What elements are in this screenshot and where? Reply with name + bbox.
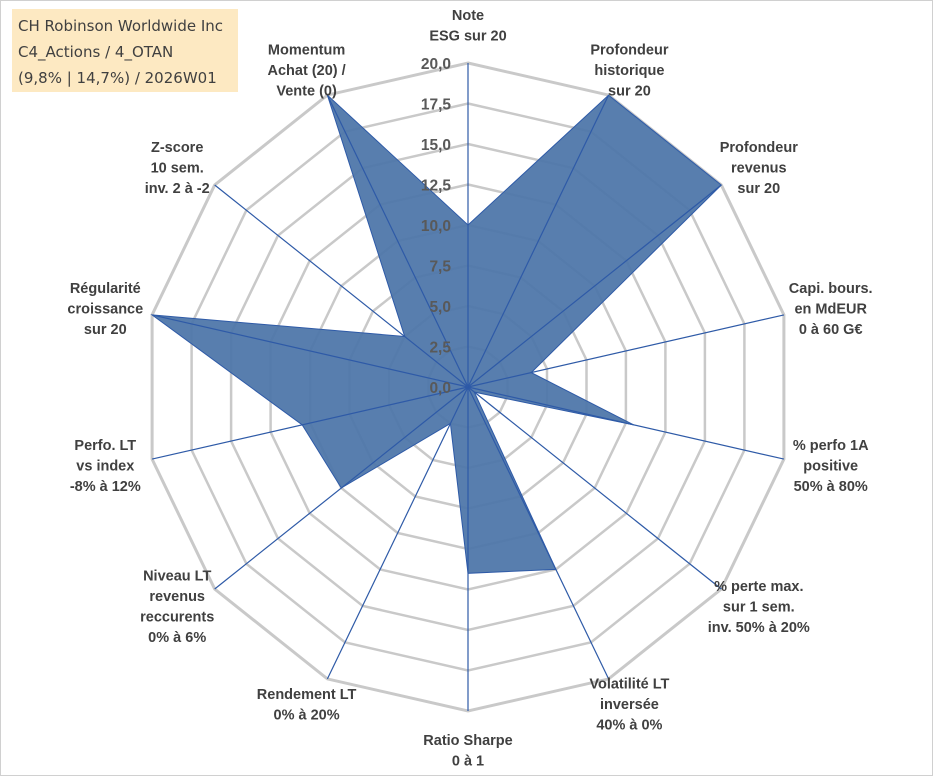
portfolio-path: C4_Actions / 4_OTAN: [18, 39, 238, 65]
company-name: CH Robinson Worldwide Inc: [18, 13, 238, 39]
axis-label-line: reccurents: [140, 610, 214, 626]
axis-label-line: revenus: [149, 589, 205, 605]
axis-label-line: Z-score: [151, 140, 203, 156]
axis-label-line: Note: [452, 8, 484, 24]
axis-label-line: 50% à 80%: [794, 479, 868, 495]
tick-label: 7,5: [429, 259, 451, 276]
axis-label-line: Vente (0): [276, 83, 337, 99]
axis-label-line: inversée: [600, 697, 659, 713]
axis-label-line: positive: [803, 458, 858, 474]
axis-label-line: ESG sur 20: [429, 28, 506, 44]
axis-label-line: 0 à 1: [452, 753, 484, 769]
chart-title-box: CH Robinson Worldwide Inc C4_Actions / 4…: [12, 9, 238, 92]
axis-label-line: revenus: [731, 161, 787, 177]
axis-label-line: vs index: [76, 458, 134, 474]
axis-label-line: 0 à 60 G€: [799, 322, 863, 338]
axis-label-line: en MdEUR: [794, 302, 867, 318]
axis-label: Rendement LT 0% à 20%: [257, 687, 357, 724]
axis-label: Profondeur revenus sur 20: [720, 140, 798, 197]
axis-label-line: inv. 2 à -2: [145, 181, 210, 197]
axis-label-line: Momentum: [268, 42, 345, 58]
axis-label-line: Rendement LT: [257, 687, 357, 703]
axis-label-line: inv. 50% à 20%: [708, 620, 810, 636]
axis-label-line: Achat (20) /: [268, 63, 346, 79]
tick-label: 20,0: [421, 56, 451, 73]
axis-label-line: Perfo. LT: [74, 438, 136, 454]
axis-label-line: Volatilité LT: [589, 677, 669, 693]
axis-label-line: Capi. bours.: [789, 281, 873, 297]
axis-label-line: Régularité: [70, 281, 141, 297]
axis-label-line: sur 1 sem.: [723, 600, 795, 616]
axis-label: Profondeur historique sur 20: [590, 42, 668, 99]
tick-label: 0,0: [429, 380, 451, 397]
axis-label-line: Niveau LT: [143, 569, 211, 585]
tick-label: 17,5: [421, 97, 452, 114]
axis-label: Z-score 10 sem. inv. 2 à -2: [145, 140, 210, 197]
tick-label: 12,5: [421, 178, 452, 195]
axis-label-line: 0% à 6%: [148, 630, 206, 646]
axis-label: % perte max. sur 1 sem. inv. 50% à 20%: [708, 579, 810, 636]
axis-label-line: Profondeur: [590, 42, 668, 58]
axis-label: Note ESG sur 20: [429, 8, 506, 45]
axis-label: Perfo. LT vs index -8% à 12%: [70, 438, 141, 495]
axis-label-line: % perfo 1A: [793, 438, 869, 454]
tick-label: 2,5: [429, 340, 451, 357]
axis-label-line: Ratio Sharpe: [423, 733, 512, 749]
axis-label-line: 0% à 20%: [274, 707, 340, 723]
score-period: (9,8% | 14,7%) / 2026W01: [18, 65, 238, 91]
axis-label: Momentum Achat (20) / Vente (0): [268, 42, 346, 99]
tick-label: 15,0: [421, 137, 451, 154]
axis-label-line: 10 sem.: [151, 161, 204, 177]
axis-label-line: historique: [594, 63, 664, 79]
tick-label: 5,0: [429, 299, 451, 316]
axis-label-line: croissance: [67, 302, 143, 318]
axis-label-line: -8% à 12%: [70, 479, 141, 495]
axis-label: Ratio Sharpe 0 à 1: [423, 733, 512, 770]
axis-label-line: % perte max.: [714, 579, 803, 595]
axis-label: Niveau LT revenus reccurents 0% à 6%: [140, 569, 214, 647]
tick-label: 10,0: [421, 218, 451, 235]
axis-label-line: sur 20: [608, 83, 651, 99]
axis-label-line: Profondeur: [720, 140, 798, 156]
axis-label-line: 40% à 0%: [596, 718, 662, 734]
axis-label-line: sur 20: [84, 322, 127, 338]
axis-label: Régularité croissance sur 20: [67, 281, 143, 338]
axis-label-line: sur 20: [737, 181, 780, 197]
axis-label: Capi. bours. en MdEUR 0 à 60 G€: [789, 281, 873, 338]
axis-label: % perfo 1A positive 50% à 80%: [793, 438, 869, 495]
axis-label: Volatilité LT inversée 40% à 0%: [589, 677, 669, 734]
